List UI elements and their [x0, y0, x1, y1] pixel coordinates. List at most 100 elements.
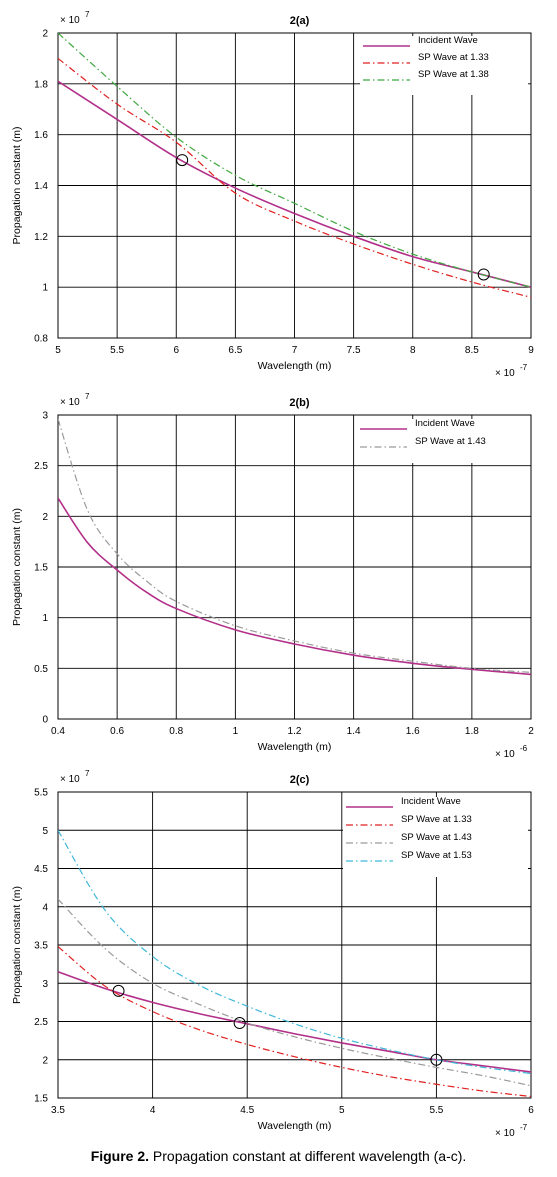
series-line-2 — [58, 57, 531, 298]
chart-title: 2(a) — [290, 15, 310, 27]
x-tick-label: 4.5 — [240, 1105, 254, 1116]
x-tick-label: 0.8 — [169, 726, 183, 737]
x-tick-label: 5 — [55, 345, 61, 356]
x-tick-label: 1.8 — [465, 726, 479, 737]
intersection-marker — [112, 984, 125, 997]
x-tick-label: 2 — [528, 726, 534, 737]
x-exponent: -6 — [520, 744, 528, 753]
intersection-marker — [233, 1017, 246, 1030]
y-tick-label: 2 — [42, 29, 48, 40]
x-tick-label: 7.5 — [347, 345, 361, 356]
series-line-2 — [58, 946, 531, 1098]
chart-title: 2(c) — [290, 774, 310, 786]
x-tick-label: 0.4 — [51, 726, 65, 737]
y-tick-label: 2 — [42, 512, 48, 523]
plot-frame — [57, 414, 532, 720]
series-line-1 — [58, 971, 531, 1073]
series-line-2 — [58, 418, 531, 673]
caption-label: Figure 2. — [90, 1148, 150, 1164]
legend-label: SP Wave at 1.33 — [418, 52, 489, 63]
plot-frame — [57, 791, 532, 1099]
caption-text: Propagation constant at different wavele… — [149, 1148, 467, 1164]
intersection-marker — [477, 268, 490, 281]
x-tick-label: 6.5 — [228, 345, 242, 356]
x-tick-label: 0.6 — [110, 726, 124, 737]
y-axis-label: Propagation constant (m) — [11, 508, 23, 626]
y-tick-label: 1 — [42, 613, 48, 624]
y-tick-label: 3 — [42, 979, 48, 990]
series-lines — [58, 418, 531, 676]
y-tick-label: 1.8 — [34, 79, 48, 90]
legend-label: SP Wave at 1.43 — [401, 832, 472, 843]
x-multiplier: × 10 — [495, 1128, 515, 1139]
chart-2b: 2(b) 0.4 0.6 0.8 1 1.2 1.4 1.6 1.8 2 0 0.5 1 1.5 2 2.5 3… — [11, 392, 534, 760]
y-tick-label: 1 — [42, 283, 48, 294]
y-tick-label: 2 — [42, 1055, 48, 1066]
legend-label: SP Wave at 1.53 — [401, 850, 472, 861]
figure-caption: Figure 2. Propagation constant at differ… — [0, 1148, 557, 1164]
x-axis-label: Wavelength (m) — [258, 1120, 332, 1132]
x-exponent: -7 — [520, 1123, 528, 1132]
x-tick-label: 1 — [233, 726, 239, 737]
x-tick-label: 8.5 — [465, 345, 479, 356]
series-line-4 — [58, 829, 531, 1075]
legend-label: SP Wave at 1.43 — [415, 436, 486, 447]
y-tick-label: 2.5 — [34, 1017, 48, 1028]
x-multiplier: × 10 — [495, 368, 515, 379]
grid — [57, 32, 532, 339]
y-multiplier: × 10 — [60, 15, 80, 26]
y-tick-label: 1.5 — [34, 1094, 48, 1105]
legend-label: SP Wave at 1.33 — [401, 814, 472, 825]
y-axis-label: Propagation constant (m) — [11, 127, 23, 245]
series-lines — [58, 33, 531, 298]
legend-label: Incident Wave — [401, 796, 461, 807]
y-tick-label: 4 — [42, 902, 48, 913]
plot-frame — [57, 32, 532, 339]
x-multiplier: × 10 — [495, 749, 515, 760]
x-tick-label: 1.4 — [347, 726, 361, 737]
legend-box — [357, 419, 528, 463]
y-multiplier: × 10 — [60, 397, 80, 408]
x-tick-label: 5 — [339, 1105, 345, 1116]
chart-title: 2(b) — [289, 397, 310, 409]
y-exponent: 7 — [85, 769, 90, 778]
y-tick-label: 4.5 — [34, 864, 48, 875]
x-tick-label: 5.5 — [110, 345, 124, 356]
y-tick-label: 0.5 — [34, 664, 48, 675]
x-axis-label: Wavelength (m) — [258, 360, 332, 372]
x-axis-label: Wavelength (m) — [258, 741, 332, 753]
legend-label: Incident Wave — [418, 35, 478, 46]
intersection-marker — [430, 1053, 443, 1066]
x-tick-label: 8 — [410, 345, 416, 356]
x-tick-label: 6 — [528, 1105, 534, 1116]
x-tick-label: 6 — [173, 345, 179, 356]
x-tick-label: 3.5 — [51, 1105, 65, 1116]
legend-label: SP Wave at 1.38 — [418, 69, 489, 80]
series-line-1 — [58, 80, 531, 288]
chart-2c: 2(c) 3.5 4 4.5 5 5.5 6 1.5 2 2.5 3 3.5 4 4.5 5 5.5 Wavel… — [11, 769, 534, 1139]
y-axis-label: Propagation constant (m) — [11, 886, 23, 1004]
x-exponent: -7 — [520, 363, 528, 372]
y-tick-label: 5 — [42, 826, 48, 837]
y-tick-label: 5.5 — [34, 788, 48, 799]
x-tick-label: 7 — [292, 345, 298, 356]
chart-2a: 2(a) 5 5.5 6 6.5 7 7.5 8 8.5 9 0.8 1 1.2 1.4 1.6 1.8 2 Wa… — [11, 10, 534, 379]
x-tick-label: 5.5 — [429, 1105, 443, 1116]
y-tick-label: 0 — [42, 715, 48, 726]
series-line-1 — [58, 497, 531, 676]
series-lines — [58, 829, 531, 1098]
legend-box — [343, 797, 528, 877]
y-tick-label: 1.5 — [34, 563, 48, 574]
x-tick-label: 1.6 — [406, 726, 420, 737]
legend: Incident Wave SP Wave at 1.33 SP Wave at 1… — [343, 796, 528, 877]
y-exponent: 7 — [85, 392, 90, 401]
series-line-3 — [58, 898, 531, 1087]
y-tick-label: 1.4 — [34, 181, 48, 192]
y-tick-label: 3 — [42, 411, 48, 422]
legend-label: Incident Wave — [415, 418, 475, 429]
y-multiplier: × 10 — [60, 774, 80, 785]
y-tick-label: 1.2 — [34, 232, 48, 243]
y-tick-label: 1.6 — [34, 130, 48, 141]
legend: Incident Wave SP Wave at 1.33 SP Wave at 1… — [360, 35, 528, 95]
